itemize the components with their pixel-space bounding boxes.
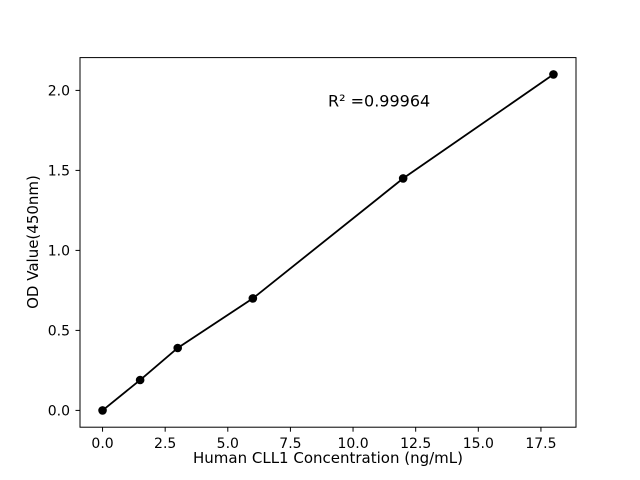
curve-line <box>101 73 554 412</box>
y-axis-label: OD Value(450nm) <box>24 175 42 309</box>
data-point-marker <box>135 375 145 385</box>
x-axis-label: Human CLL1 Concentration (ng/mL) <box>193 449 463 467</box>
data-point-marker <box>248 294 258 303</box>
x-tick-label: 10.0 <box>337 436 368 452</box>
data-point-marker <box>549 70 558 79</box>
x-tick-label: 5.0 <box>217 436 239 452</box>
y-tick-label: 0.0 <box>48 403 70 419</box>
x-tick-label: 7.5 <box>279 436 301 452</box>
y-tick-label: 1.0 <box>48 243 70 259</box>
x-tick-label: 12.5 <box>400 436 431 452</box>
r-squared-annotation: R² =0.99964 <box>328 91 430 110</box>
data-point-marker <box>398 174 408 183</box>
data-point-marker <box>173 343 182 353</box>
x-tick-label: 2.5 <box>154 436 176 452</box>
x-tick-label: 17.5 <box>525 436 556 452</box>
y-tick-label: 2.0 <box>48 83 70 99</box>
x-tick-label: 15.0 <box>463 436 494 452</box>
y-tick-label: 1.5 <box>48 163 70 179</box>
x-tick-label: 0.0 <box>91 436 113 452</box>
y-tick-label: 0.5 <box>48 323 70 339</box>
plot-spines <box>79 57 577 428</box>
data-point-marker <box>98 406 107 415</box>
